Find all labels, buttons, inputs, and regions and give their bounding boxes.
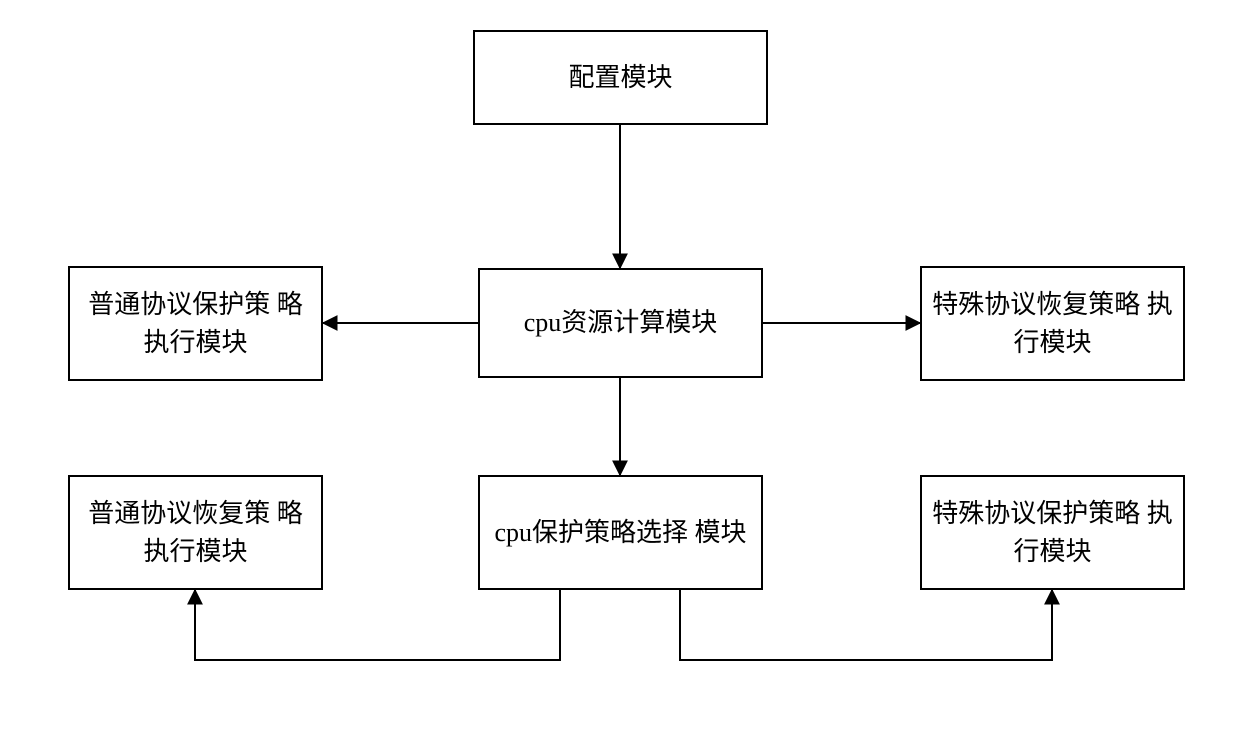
node-label: 普通协议恢复策 略执行模块 — [80, 495, 311, 570]
node-normal-protocol-protect-module: 普通协议保护策 略执行模块 — [68, 266, 323, 381]
node-label: 特殊协议保护策略 执行模块 — [932, 495, 1173, 570]
edge-cpu_select-to-special_prot — [680, 590, 1052, 660]
node-cpu-resource-calc-module: cpu资源计算模块 — [478, 268, 763, 378]
node-special-protocol-protect-module: 特殊协议保护策略 执行模块 — [920, 475, 1185, 590]
diagram-stage: 配置模块 cpu资源计算模块 cpu保护策略选择 模块 普通协议保护策 略执行模… — [0, 0, 1240, 731]
node-label: cpu保护策略选择 模块 — [494, 514, 746, 552]
node-label: cpu资源计算模块 — [524, 304, 718, 342]
edge-cpu_select-to-normal_recov — [195, 590, 560, 660]
node-label: 普通协议保护策 略执行模块 — [80, 286, 311, 361]
node-special-protocol-recover-module: 特殊协议恢复策略 执行模块 — [920, 266, 1185, 381]
node-cpu-protection-select-module: cpu保护策略选择 模块 — [478, 475, 763, 590]
node-config-module: 配置模块 — [473, 30, 768, 125]
node-label: 特殊协议恢复策略 执行模块 — [932, 286, 1173, 361]
node-normal-protocol-recover-module: 普通协议恢复策 略执行模块 — [68, 475, 323, 590]
node-label: 配置模块 — [568, 59, 672, 97]
